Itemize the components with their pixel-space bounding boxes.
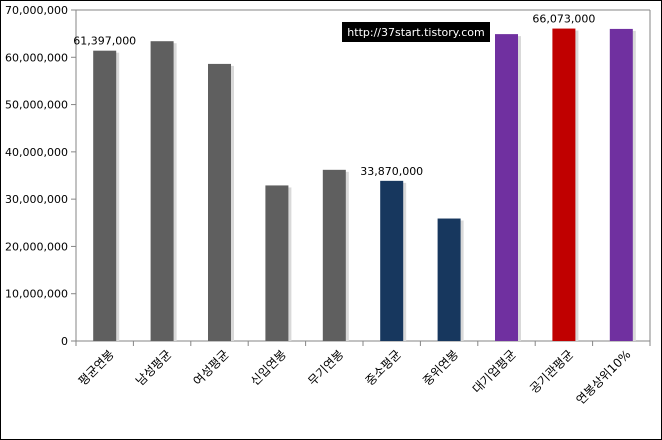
bar-10 (609, 28, 633, 342)
bar-8 (495, 34, 518, 341)
bar-4 (265, 185, 289, 341)
y-tick-label: 40,000,000 (5, 146, 68, 159)
data-label: 61,397,000 (73, 35, 136, 48)
bar-5 (322, 169, 346, 341)
bar-3 (208, 63, 231, 342)
y-tick-label: 50,000,000 (5, 99, 68, 112)
y-tick-label: 0 (61, 335, 68, 348)
y-tick-label: 10,000,000 (5, 288, 68, 301)
bar-1 (93, 50, 117, 341)
watermark: http://37start.tistory.com (342, 22, 490, 42)
y-tick-label: 20,000,000 (5, 240, 68, 253)
bar-6 (380, 180, 404, 341)
bar-2 (150, 41, 174, 342)
y-tick-label: 60,000,000 (5, 51, 68, 64)
y-tick-label: 30,000,000 (5, 193, 68, 206)
y-tick-label: 70,000,000 (5, 4, 68, 17)
data-label: 66,073,000 (532, 13, 595, 26)
watermark-background (342, 22, 490, 42)
watermark-text: http://37start.tistory.com (347, 26, 484, 39)
bar-7 (437, 218, 461, 341)
data-label: 33,870,000 (360, 165, 423, 178)
bar-9 (552, 28, 576, 342)
